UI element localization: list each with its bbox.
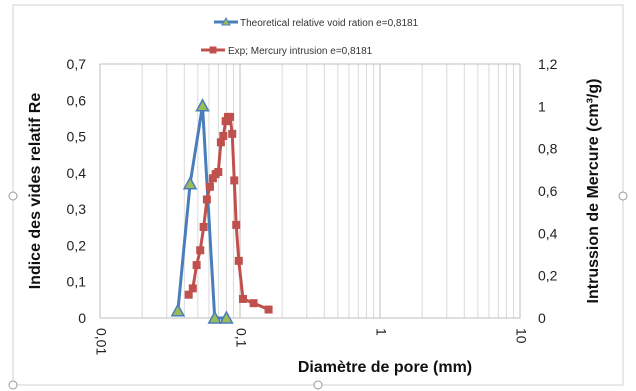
y-tick-label: 0,5: [67, 129, 87, 145]
data-point: [232, 220, 241, 229]
data-point: [230, 176, 239, 185]
legend-marker-square-icon: [209, 46, 217, 54]
data-point: [219, 310, 234, 324]
data-point: [196, 246, 205, 255]
y2-tick-label: 0,2: [538, 268, 558, 284]
y-tick-label: 0,1: [67, 274, 87, 290]
data-point: [192, 261, 201, 270]
y2-tick-label: 0: [538, 310, 546, 326]
data-point: [184, 290, 193, 299]
legend-label-theoretical: Theoretical relative void ration e=0,818…: [240, 18, 419, 29]
x-tick-label: 10: [513, 328, 529, 344]
data-point: [264, 305, 273, 314]
x-tick-label: 1: [373, 328, 389, 336]
y2-tick-label: 0,8: [538, 141, 558, 157]
y-tick-label: 0,3: [67, 201, 87, 217]
tick-labels: 0 0,1 0,2 0,3 0,4 0,5 0,6 0,7 0 0,2 0,4 0,6 0,8 1 1,2 0…: [67, 56, 558, 355]
data-point: [219, 131, 228, 140]
data-point: [238, 294, 247, 303]
data-point: [228, 129, 237, 138]
plot-area: [99, 63, 521, 319]
y2-tick-label: 1,2: [538, 56, 558, 72]
data-point: [216, 138, 225, 147]
y-tick-label: 0: [78, 310, 86, 326]
y-tick-label: 0,4: [67, 165, 87, 181]
series-1: [170, 98, 234, 324]
data-point: [208, 174, 217, 183]
series-layer: [170, 98, 273, 324]
data-point: [205, 182, 214, 191]
bottom-resize-handle[interactable]: [313, 380, 323, 390]
y2-tick-label: 0,4: [538, 225, 558, 241]
data-point: [182, 176, 198, 190]
y-axis-title: Indice des vides relatif Re: [27, 93, 44, 290]
bottom-left-resize-handle[interactable]: [8, 380, 18, 390]
data-point: [221, 117, 230, 126]
y2-axis-title: Intrussion de Mercure (cm³/g): [585, 79, 602, 304]
y-tick-label: 0,6: [67, 92, 87, 108]
x-tick-label: 0,1: [233, 328, 249, 348]
left-resize-handle[interactable]: [8, 191, 18, 201]
series-2: [184, 112, 273, 314]
y-tick-label: 0,2: [67, 237, 87, 253]
data-point: [234, 256, 243, 265]
legend: Theoretical relative void ration e=0,818…: [201, 16, 419, 57]
data-point: [226, 112, 235, 121]
data-point: [195, 98, 210, 112]
data-point: [202, 195, 211, 204]
data-point: [214, 167, 223, 176]
legend-label-mercury: Exp; Mercury intrusion e=0,8181: [228, 46, 373, 57]
chart-frame: [12, 4, 624, 386]
data-point: [199, 222, 208, 231]
y2-tick-label: 0,6: [538, 183, 558, 199]
y-tick-label: 0,7: [67, 56, 87, 72]
x-axis-title: Diamètre de pore (mm): [298, 359, 472, 376]
x-tick-label: 0,01: [93, 328, 109, 355]
data-point: [249, 299, 258, 308]
legend-marker-triangle-icon: [221, 16, 231, 26]
data-point: [188, 284, 197, 293]
data-point: [170, 303, 186, 317]
right-resize-handle[interactable]: [618, 191, 628, 201]
y2-tick-label: 1: [538, 98, 546, 114]
data-point: [207, 310, 222, 324]
